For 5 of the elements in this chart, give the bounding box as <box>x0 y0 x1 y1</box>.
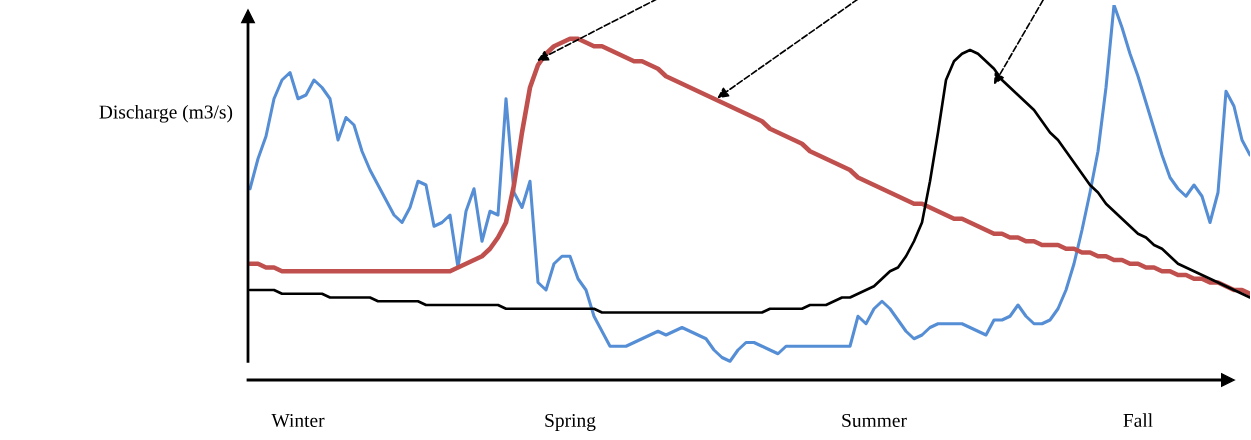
y-axis-title: Discharge (m3/s) <box>99 104 233 123</box>
x-tick-label: Winter <box>271 413 325 428</box>
x-tick-label: Fall <box>1123 413 1153 428</box>
x-tick-label: Spring <box>545 413 596 431</box>
x-tick-label: Summer <box>842 413 907 428</box>
